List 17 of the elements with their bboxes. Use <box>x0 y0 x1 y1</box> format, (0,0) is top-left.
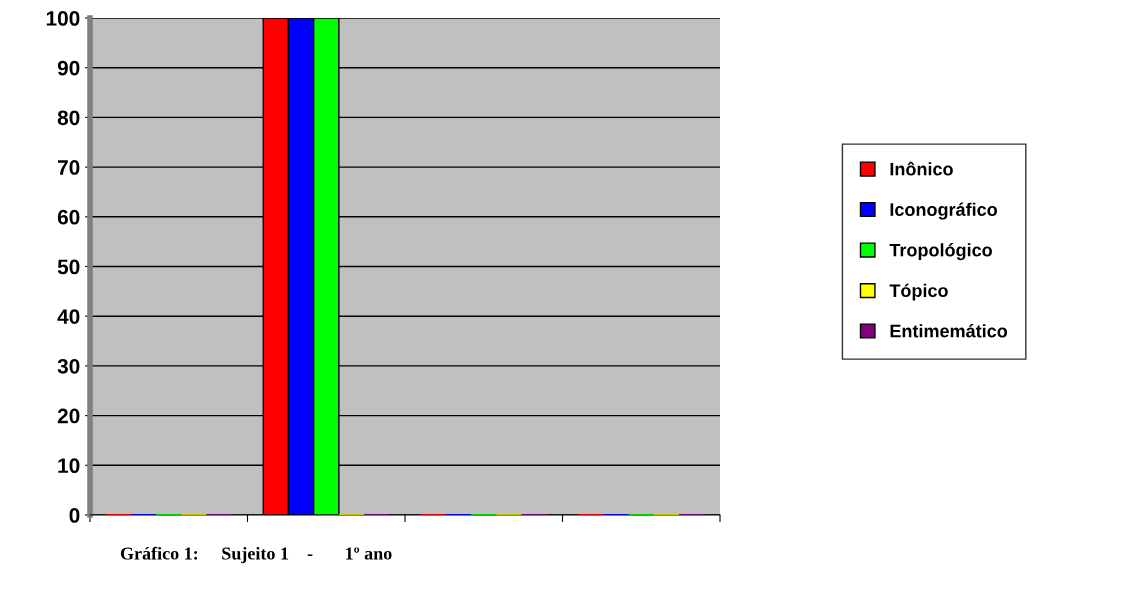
legend-label: Tópico <box>889 283 948 301</box>
text: Gráfico 1: Sujeito 1 - 1º ano <box>120 546 392 564</box>
y-tick-label: 0 <box>69 508 80 523</box>
y-tick-label: 90 <box>57 60 80 76</box>
legend-label: Inônico <box>890 161 953 176</box>
y-tick-label: 50 <box>57 259 80 275</box>
y-tick-label: 40 <box>57 309 80 324</box>
y-tick-label: 30 <box>57 358 80 374</box>
y-tick-label: 20 <box>57 408 80 424</box>
legend-label: Tropológico <box>889 243 992 261</box>
legend-label: Iconográfico <box>890 202 998 220</box>
y-tick-label: 10 <box>58 458 80 474</box>
y-tick-label: 60 <box>57 209 80 225</box>
y-tick-label: 70 <box>58 160 80 175</box>
legend-label: Entimemático <box>890 324 1008 338</box>
y-tick-label: 100 <box>46 11 80 26</box>
y-tick-label: 80 <box>57 110 80 126</box>
